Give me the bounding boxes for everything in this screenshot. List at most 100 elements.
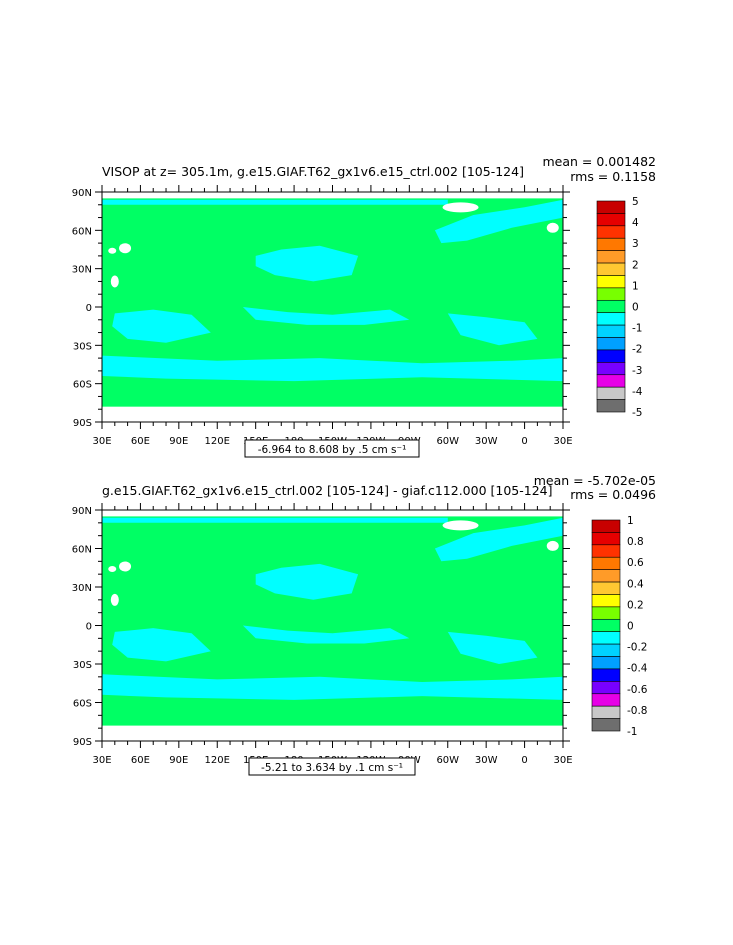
colorbar-label: -0.2 [627, 642, 648, 654]
x-tick-label: 30W [475, 755, 498, 766]
anomaly-region [447, 313, 538, 346]
colorbar-swatch [596, 275, 626, 289]
missing-patch [110, 593, 119, 606]
colorbar-label: 1 [627, 515, 634, 527]
colorbar-swatch [591, 631, 621, 645]
colorbar-swatch [596, 399, 626, 413]
anomaly-region [434, 199, 563, 244]
colorbar-swatch [596, 374, 626, 388]
colorbar-swatch [596, 213, 626, 227]
y-tick-label: 60N [72, 226, 92, 237]
missing-patch [108, 247, 117, 254]
missing-patch [119, 243, 132, 254]
plot-title: VISOP at z= 305.1m, g.e15.GIAF.T62_gx1v6… [102, 164, 524, 179]
colorbar-label: 4 [632, 217, 639, 229]
y-tick-label: 60N [72, 545, 92, 556]
missing-patch [110, 275, 119, 288]
colorbar-swatch [591, 519, 621, 533]
colorbar-swatch [596, 287, 626, 301]
x-tick-label: 60E [131, 436, 150, 447]
missing-patch [546, 540, 559, 551]
colorbar-swatch [596, 225, 626, 239]
colorbar-label: 0.6 [627, 557, 644, 569]
anomaly-region [255, 563, 359, 600]
map-panel-1: 30E60E90E120E150E180150W120W90W60W30W030… [72, 154, 656, 458]
colorbar-swatch [591, 606, 621, 620]
y-tick-label: 90S [73, 737, 92, 748]
colorbar-label: -1 [627, 726, 637, 738]
colorbar-swatch [591, 681, 621, 695]
anomaly-region [434, 517, 563, 562]
x-tick-label: 60W [436, 755, 459, 766]
colorbar-swatch [591, 569, 621, 583]
colorbar-swatch [591, 581, 621, 595]
colorbar-label: 0 [632, 302, 639, 314]
range-label-box [248, 757, 416, 776]
y-tick-label: 90S [73, 418, 92, 429]
stat-rms: rms = 0.0496 [570, 487, 656, 502]
x-tick-label: 0 [521, 755, 527, 766]
y-tick-label: 60S [73, 380, 92, 391]
colorbar-swatch [596, 312, 626, 326]
range-label: -6.964 to 8.608 by .5 cm s⁻¹ [258, 444, 407, 456]
y-tick-label: 0 [86, 622, 92, 633]
plot-title: g.e15.GIAF.T62_gx1v6.e15_ctrl.002 [105-1… [102, 483, 552, 498]
y-tick-label: 30N [72, 583, 92, 594]
stat-rms: rms = 0.1158 [570, 169, 656, 184]
missing-patch [546, 222, 559, 233]
y-tick-label: 90N [72, 188, 92, 199]
anomaly-region [102, 517, 448, 523]
anomaly-region [242, 625, 410, 644]
y-tick-label: 60S [73, 699, 92, 710]
x-tick-label: 90E [169, 755, 188, 766]
x-tick-label: 0 [521, 436, 527, 447]
colorbar-swatch [596, 250, 626, 264]
colorbar-swatch [596, 299, 626, 314]
colorbar-label: -4 [632, 386, 643, 398]
colorbar-swatch [596, 324, 626, 338]
missing-patch [119, 561, 132, 572]
colorbar-swatch [596, 349, 626, 363]
x-tick-label: 30E [92, 436, 111, 447]
x-tick-label: 120E [205, 436, 230, 447]
colorbar-label: -1 [632, 323, 642, 335]
colorbar-label: -0.8 [627, 705, 648, 717]
y-tick-label: 30S [73, 660, 92, 671]
colorbar-swatch [591, 668, 621, 682]
colorbar-swatch [596, 362, 626, 376]
colorbar-label: 0.2 [627, 599, 644, 611]
colorbar-swatch [596, 237, 626, 251]
anomaly-region [102, 355, 563, 382]
colorbar-label: -0.4 [627, 663, 648, 675]
missing-patch [442, 520, 479, 531]
x-tick-label: 120E [205, 755, 230, 766]
colorbar-swatch [596, 337, 626, 351]
colorbar-swatch [591, 656, 621, 670]
colorbar-label: -5 [632, 407, 642, 419]
colorbar-swatch [591, 556, 621, 570]
x-tick-label: 30E [553, 755, 572, 766]
x-tick-label: 30E [92, 755, 111, 766]
range-label-box [244, 439, 420, 458]
colorbar-swatch [591, 618, 621, 633]
missing-patch [442, 202, 479, 213]
colorbar-label: 1 [632, 280, 639, 292]
colorbar-swatch [591, 718, 621, 732]
colorbar-swatch [591, 532, 621, 546]
anomaly-region [242, 307, 410, 325]
anomaly-region [112, 309, 211, 343]
x-tick-label: 90E [169, 436, 188, 447]
colorbar-label: 5 [632, 196, 639, 208]
colorbar-swatch [596, 386, 626, 400]
x-tick-label: 30E [553, 436, 572, 447]
x-tick-label: 30W [475, 436, 498, 447]
colorbar-label: 0.4 [627, 578, 644, 590]
colorbar-swatch [591, 643, 621, 657]
x-tick-label: 60W [436, 436, 459, 447]
colorbar-swatch [591, 544, 621, 558]
colorbar-swatch [596, 262, 626, 276]
missing-patch [108, 566, 117, 573]
colorbar-label: -0.6 [627, 684, 648, 696]
colorbar-label: -2 [632, 344, 642, 356]
